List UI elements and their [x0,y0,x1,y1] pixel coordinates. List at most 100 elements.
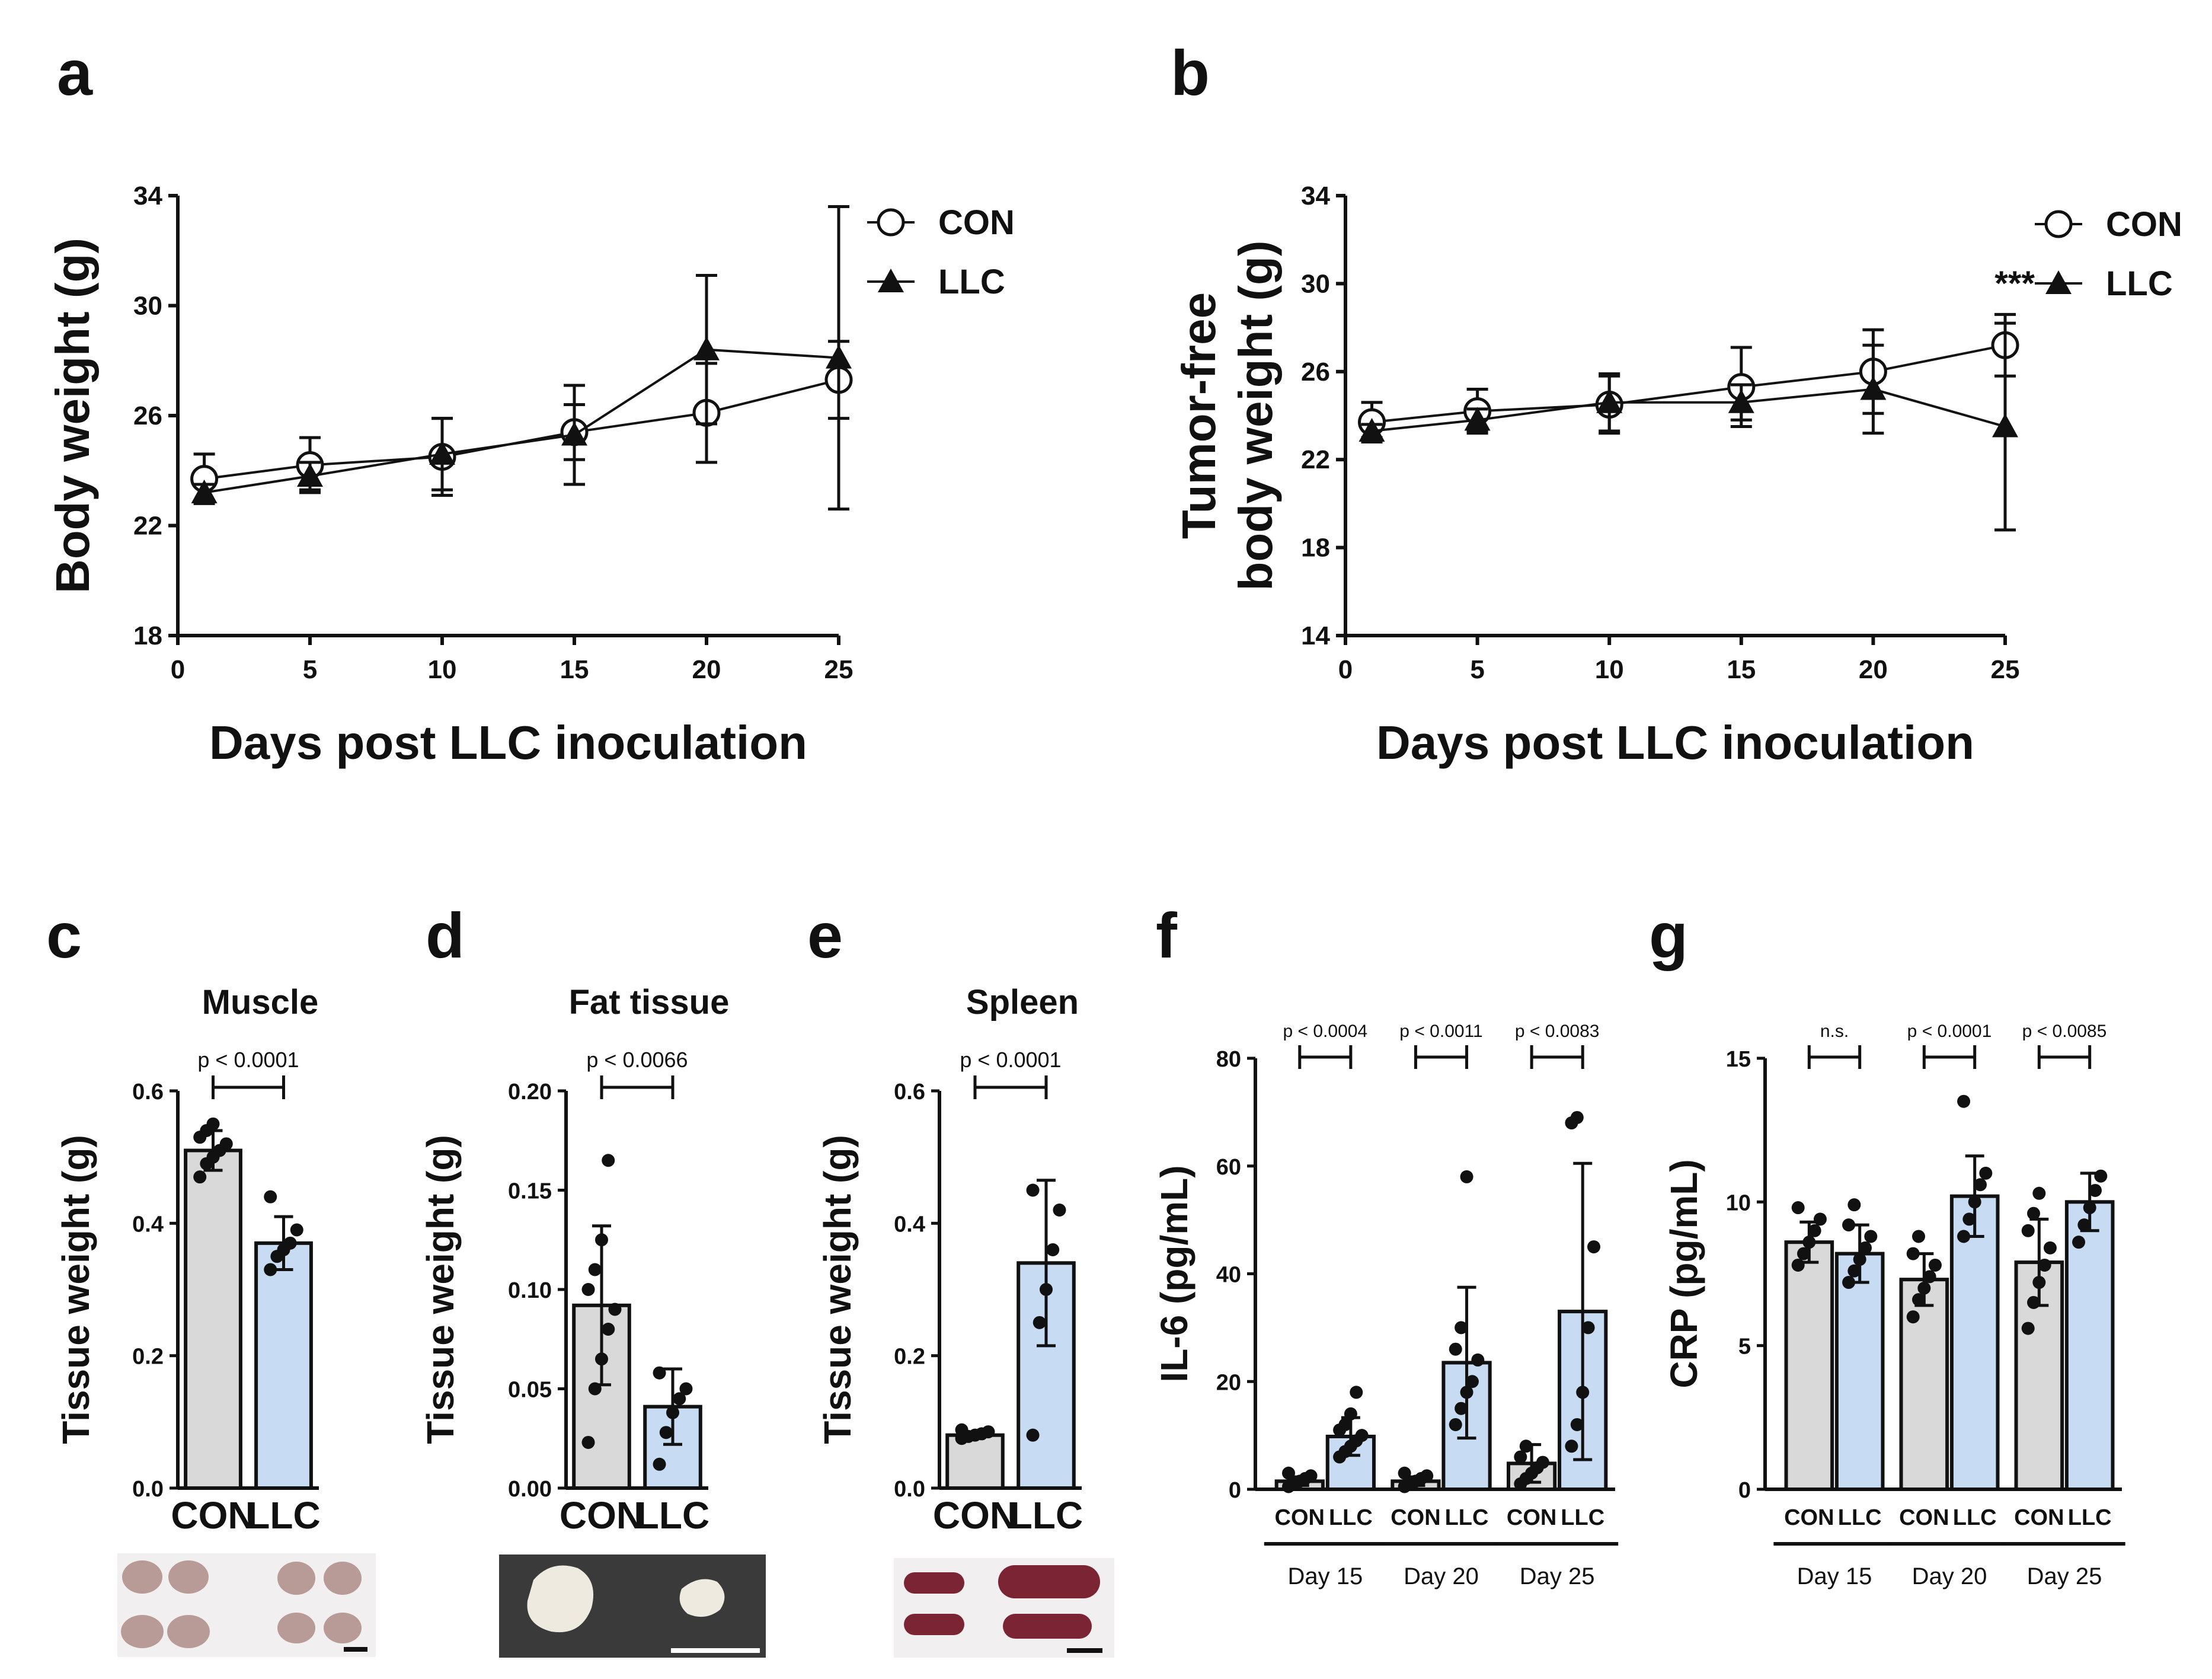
series-line [1372,344,2006,424]
data-dot [602,1323,615,1336]
fat-sample-con [527,1565,594,1633]
data-dot [581,1283,595,1296]
data-dot [2032,1186,2046,1200]
legend: CON LLC [867,203,1015,301]
x-tick-label: 25 [1991,655,2020,684]
data-dot [1420,1469,1434,1483]
data-dot [1449,1342,1462,1356]
data-dot [1040,1283,1053,1296]
data-dot [1962,1212,1976,1226]
data-dot [1858,1241,1872,1255]
data-point [561,422,587,446]
scale-bar [344,1647,367,1652]
y-tick-label: 0.10 [508,1278,552,1303]
data-dot [2077,1218,2091,1232]
fat-tissue-photo [499,1554,766,1658]
data-dot [2038,1258,2051,1272]
data-dot [588,1382,602,1396]
data-dot [1968,1195,1981,1209]
x-category-label: CON [2014,1505,2064,1530]
fat-sample-llc [679,1579,725,1617]
y-tick-label: 80 [1216,1047,1241,1072]
y-tick-label: 0.6 [894,1080,925,1105]
y-tick-label: 15 [1726,1047,1751,1072]
x-category-label: LLC [636,1494,709,1537]
panel-letter-e: e [807,899,843,971]
y-tick-label: 0.2 [132,1345,164,1370]
chart-a-body-weight: 18 22 26 30 34 0 5 10 15 20 25 Days post LLC inocul… [46,181,1015,769]
muscle-sample [122,1560,162,1594]
scale-bar [671,1648,760,1653]
spleen-sample [904,1572,964,1594]
y-tick-label: 10 [1726,1190,1751,1215]
legend-label: LLC [2106,264,2173,303]
data-dot [1808,1224,1821,1237]
data-dot [2094,1169,2108,1183]
data-dot [1979,1166,1993,1180]
data-dot [1398,1466,1411,1480]
data-dot [955,1423,968,1437]
data-dot [1053,1204,1066,1217]
data-dot [2027,1206,2041,1220]
data-dot [1046,1243,1060,1256]
series-llc [191,205,852,511]
spleen-sample [1003,1614,1092,1639]
y-axis-title-line: body weight (g) [1229,240,1282,590]
panel-letter-b: b [1171,37,1210,108]
group-label: Day 15 [1287,1563,1363,1589]
panel-letter-f: f [1156,899,1178,971]
p-value: p < 0.0066 [586,1048,688,1072]
legend-label: LLC [938,263,1005,301]
muscle-sample [324,1562,362,1595]
data-dot [1465,1375,1479,1388]
data-dot [1842,1218,1856,1232]
data-dot [1455,1402,1468,1415]
y-tick-label: 22 [133,512,162,541]
data-dot [1536,1455,1549,1469]
data-dot [1576,1386,1590,1399]
data-dot [1355,1429,1369,1442]
x-axis-title: Days post LLC inoculation [209,716,807,769]
x-category-label: CON [560,1494,644,1537]
data-dot [219,1137,233,1151]
significance-annotation: *** [1994,264,2035,303]
data-dot [2043,1241,2057,1255]
x-tick-label: 15 [560,655,589,684]
p-value: p < 0.0083 [1515,1022,1600,1041]
data-dot [1570,1418,1584,1431]
data-dot [1853,1253,1866,1266]
data-dot [1514,1450,1527,1464]
series-llc [1358,321,2018,532]
data-dot [264,1263,277,1276]
data-dot [1519,1439,1533,1453]
x-category-label: CON [1391,1505,1440,1530]
panel-letter-a: a [57,37,93,108]
panel-letter-g: g [1649,899,1688,971]
scale-bar [1067,1648,1102,1653]
group-label: Day 25 [2027,1563,2102,1589]
spleen-sample [904,1614,964,1635]
data-dot [1917,1281,1931,1295]
data-dot [264,1190,277,1204]
muscle-sample [121,1615,164,1648]
data-dot [1928,1258,1942,1272]
x-category-label: CON [1899,1505,1949,1530]
x-tick-label: 10 [428,655,457,684]
data-point [1860,376,1887,400]
group-label: Day 15 [1797,1563,1872,1589]
x-category-label: LLC [1009,1494,1083,1537]
y-tick-label: 40 [1216,1263,1241,1288]
x-category-label: CON [1275,1505,1325,1530]
x-tick-label: 15 [1727,655,1756,684]
data-dot [2021,1224,2035,1237]
data-point [1728,389,1754,413]
data-dot [1565,1439,1578,1453]
y-tick-label: 0.0 [132,1477,164,1502]
series-line [204,348,839,494]
data-dot [1802,1236,1816,1249]
data-point [826,344,852,369]
x-tick-label: 20 [1859,655,1888,684]
data-dot [595,1352,608,1366]
y-tick-label: 30 [133,292,162,321]
